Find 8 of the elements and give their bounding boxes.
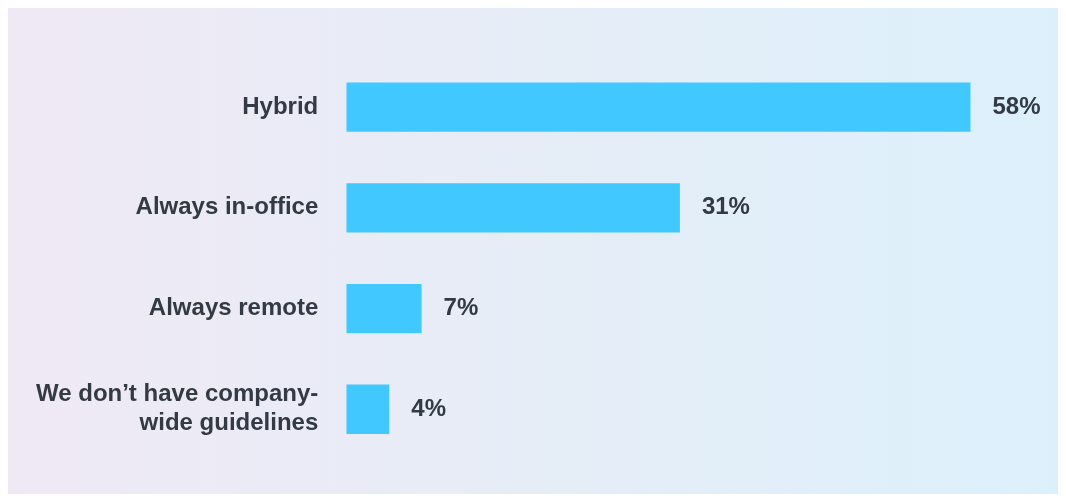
data-label: 4% bbox=[411, 393, 447, 421]
y-tick-label: Always remote bbox=[148, 293, 319, 321]
data-label: 58% bbox=[992, 91, 1041, 119]
y-tick-label: Always in-office bbox=[135, 192, 319, 220]
data-label: 31% bbox=[701, 192, 750, 220]
y-tick-label: We don’t have company-wide guidelines bbox=[35, 379, 319, 436]
data-label: 7% bbox=[443, 293, 479, 321]
y-tick-label: Hybrid bbox=[242, 91, 319, 119]
